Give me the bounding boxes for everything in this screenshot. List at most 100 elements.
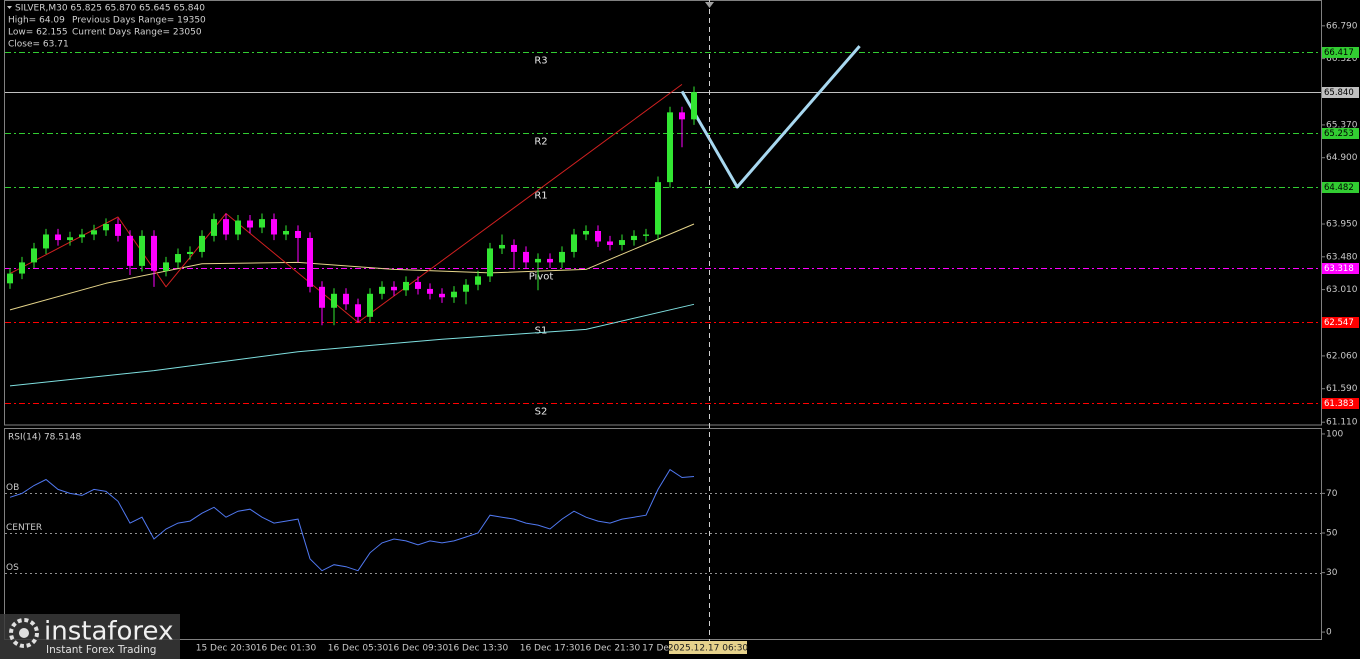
candle-body: [571, 234, 577, 252]
y-tick-label: 100: [1326, 429, 1343, 439]
level-price-label: 66.417: [1324, 48, 1354, 58]
candle-body: [451, 291, 457, 298]
candle-body: [139, 235, 145, 266]
overlay-line: [680, 45, 861, 189]
candle-body: [463, 284, 469, 292]
level-name: Pivot: [529, 272, 554, 283]
overlay-line: [9, 83, 683, 323]
candle-body: [355, 304, 361, 317]
candle-body: [259, 219, 265, 228]
level-name: S2: [535, 407, 548, 418]
watermark-name: instaforex: [44, 617, 173, 647]
y-tick-label: 64.900: [1326, 153, 1358, 163]
watermark-icon: [9, 618, 39, 648]
level-price-label: 65.253: [1324, 129, 1354, 139]
candle-body: [607, 241, 613, 245]
candle-body: [103, 224, 109, 231]
candle-body: [475, 276, 481, 285]
candle-body: [187, 251, 193, 255]
x-tick-label: 16 Dec 17:30: [520, 644, 581, 654]
x-tick-label: 16 Dec 13:30: [448, 644, 509, 654]
crosshair-marker: [705, 2, 714, 8]
candle-body: [43, 234, 49, 249]
y-tick-label: 62.060: [1326, 351, 1358, 361]
level-price-box: [1322, 398, 1359, 409]
watermark-bg: [0, 614, 180, 659]
menu-triangle: [7, 6, 12, 9]
level-name: R1: [534, 191, 547, 202]
level-price-label: 63.318: [1324, 264, 1354, 274]
level-price-box: [1322, 263, 1359, 274]
y-tick-label: 66.320: [1326, 54, 1358, 64]
x-tick-label: 16 Dec 21:30: [580, 644, 641, 654]
level-price-box: [1322, 182, 1359, 193]
x-tick-label: 15 Dec 20:30: [196, 644, 257, 654]
candle-body: [175, 254, 181, 263]
candle-body: [199, 235, 205, 252]
info-text: Close= 63.71: [8, 40, 69, 50]
rsi-line: [9, 468, 695, 572]
y-tick-label: 70: [1326, 489, 1338, 499]
candle-body: [667, 112, 673, 183]
candle-body: [583, 230, 589, 235]
y-tick-label: 30: [1326, 568, 1338, 578]
x-tick-label: 17 Dec: [642, 644, 674, 654]
candle-body: [283, 230, 289, 235]
candle-body: [403, 281, 409, 291]
level-price-box: [1322, 47, 1359, 58]
level-price-label: 62.547: [1324, 318, 1354, 328]
candle-body: [679, 112, 685, 120]
candle-body: [307, 237, 313, 287]
candle-body: [499, 244, 505, 249]
candle-body: [523, 251, 529, 263]
y-tick-label: 66.790: [1326, 21, 1358, 31]
candle-body: [631, 235, 637, 241]
candle-body: [547, 258, 553, 263]
info-text: Previous Days Range= 19350: [72, 16, 206, 26]
candle-body: [619, 240, 625, 245]
level-name: R2: [534, 137, 547, 148]
rsi-level-name: OB: [6, 483, 19, 493]
candle-body: [211, 219, 217, 236]
y-tick-label: 63.480: [1326, 252, 1358, 262]
candle-body: [19, 262, 25, 274]
info-text: Current Days Range= 23050: [72, 28, 202, 38]
watermark-icon-core: [19, 628, 29, 638]
candle-body: [595, 230, 601, 242]
level-price-label: 65.840: [1324, 88, 1354, 98]
x-tick-label: 16 Dec 01:30: [256, 644, 317, 654]
x-tick-label: 16 Dec 09:30: [388, 644, 449, 654]
candle-body: [247, 220, 253, 228]
candle-body: [379, 286, 385, 294]
candle-body: [7, 273, 13, 284]
candle-body: [295, 230, 301, 238]
candle-body: [331, 293, 337, 308]
level-price-box: [1322, 128, 1359, 139]
rsi-level-name: OS: [6, 563, 19, 573]
candle-body: [271, 219, 277, 235]
candle-body: [535, 258, 541, 263]
rsi-title: RSI(14) 78.5148: [8, 433, 81, 443]
y-tick-label: 61.110: [1326, 418, 1358, 428]
candle-body: [223, 219, 229, 235]
level-price-label: 64.482: [1324, 183, 1354, 193]
level-price-box: [1322, 317, 1359, 328]
candle-body: [427, 288, 433, 294]
price-pane-border: [4, 0, 1322, 426]
watermark-tagline: Instant Forex Trading: [46, 644, 156, 656]
y-tick-label: 63.010: [1326, 285, 1358, 295]
y-tick-label: 65.370: [1326, 120, 1358, 130]
info-text: High= 64.09: [8, 16, 65, 26]
candle-body: [79, 234, 85, 238]
y-tick-label: 63.950: [1326, 220, 1358, 230]
level-price-label: 61.383: [1324, 399, 1354, 409]
candle-body: [235, 220, 241, 235]
candle-body: [643, 234, 649, 236]
y-tick-label: 61.590: [1326, 384, 1358, 394]
y-tick-label: 0: [1326, 628, 1332, 638]
y-tick-label: 50: [1326, 529, 1338, 539]
candle-body: [127, 235, 133, 266]
candle-body: [151, 235, 157, 271]
